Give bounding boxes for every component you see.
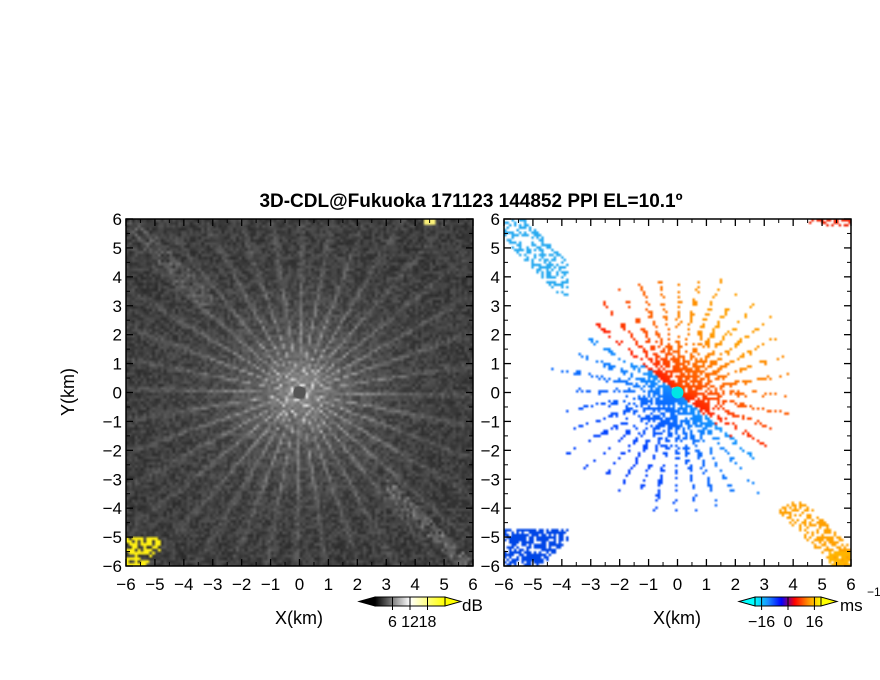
y-tick-label: 5 — [491, 239, 500, 258]
y-tick-label: 6 — [113, 210, 122, 229]
velocity-colorbar: −16 0 16 ms −1 — [737, 585, 880, 631]
y-tick-label: 0 — [113, 384, 122, 403]
x-tick-label: −4 — [174, 575, 193, 594]
reflectivity-x-axis-label: X(km) — [275, 608, 323, 628]
y-tick-label: 0 — [491, 384, 500, 403]
y-tick-label: −6 — [103, 557, 122, 576]
x-tick-label: 2 — [353, 575, 362, 594]
radar-center-marker — [671, 386, 684, 399]
colorbar-high-arrow — [444, 596, 463, 607]
x-tick-label: 4 — [410, 575, 419, 594]
x-tick-label: −4 — [552, 575, 571, 594]
x-tick-label: −5 — [145, 575, 164, 594]
x-tick-label: 0 — [295, 575, 304, 594]
x-tick-label: −5 — [523, 575, 542, 594]
colorbar-tick-label: −16 — [748, 614, 775, 631]
reflectivity-y-axis-label: Y(km) — [58, 368, 78, 416]
y-tick-label: 3 — [113, 297, 122, 316]
y-tick-label: −4 — [103, 499, 122, 518]
x-tick-label: 3 — [382, 575, 391, 594]
radar-center-marker — [293, 386, 306, 399]
y-tick-label: 1 — [491, 355, 500, 374]
x-tick-label: 0 — [673, 575, 682, 594]
colorbar-unit: dB — [462, 596, 483, 615]
y-tick-label: −2 — [481, 441, 500, 460]
x-tick-label: −6 — [116, 575, 135, 594]
x-tick-label: 6 — [846, 575, 855, 594]
y-tick-label: 6 — [491, 210, 500, 229]
colorbar-low-arrow — [357, 596, 376, 607]
y-tick-label: 4 — [113, 268, 122, 287]
velocity-x-axis-label: X(km) — [653, 608, 701, 628]
y-tick-label: −5 — [103, 528, 122, 547]
colorbar-unit: ms — [840, 596, 863, 615]
y-tick-label: −5 — [481, 528, 500, 547]
x-tick-label: −2 — [232, 575, 251, 594]
chart-title: 3D-CDL@Fukuoka 171123 144852 PPI EL=10.1… — [259, 191, 682, 212]
y-tick-label: −6 — [481, 557, 500, 576]
x-tick-label: −2 — [610, 575, 629, 594]
y-tick-label: 2 — [491, 326, 500, 345]
colorbar-low-arrow — [737, 596, 756, 607]
x-tick-label: 2 — [731, 575, 740, 594]
x-tick-label: 6 — [468, 575, 477, 594]
x-tick-label: −3 — [581, 575, 600, 594]
y-tick-label: 5 — [113, 239, 122, 258]
y-tick-label: 1 — [113, 355, 122, 374]
y-tick-label: 3 — [491, 297, 500, 316]
y-tick-label: 4 — [491, 268, 500, 287]
colorbar-tick-label: 16 — [806, 614, 824, 631]
reflectivity-colorbar: 6 12 18 dB — [357, 596, 483, 631]
x-tick-label: −3 — [203, 575, 222, 594]
y-tick-label: −3 — [481, 470, 500, 489]
y-tick-label: −2 — [103, 441, 122, 460]
colorbar-high-arrow — [820, 596, 839, 607]
reflectivity-field — [126, 219, 473, 566]
x-tick-label: 4 — [788, 575, 797, 594]
colorbar-tick-label: 12 — [401, 614, 419, 631]
colorbar-tick-label: 6 — [388, 614, 397, 631]
colorbar-tick-label: 18 — [419, 614, 437, 631]
y-tick-label: 2 — [113, 326, 122, 345]
velocity-field — [504, 219, 851, 566]
y-tick-label: −1 — [103, 412, 122, 431]
x-tick-label: −1 — [639, 575, 658, 594]
x-tick-label: 1 — [702, 575, 711, 594]
y-tick-label: −4 — [481, 499, 500, 518]
x-tick-label: −6 — [494, 575, 513, 594]
y-tick-label: −3 — [103, 470, 122, 489]
colorbar-tick-label: 0 — [784, 614, 793, 631]
colorbar-unit-exponent: −1 — [867, 585, 880, 599]
x-tick-label: 1 — [324, 575, 333, 594]
x-tick-label: 5 — [439, 575, 448, 594]
y-tick-label: −1 — [481, 412, 500, 431]
x-tick-label: −1 — [261, 575, 280, 594]
x-tick-label: 5 — [817, 575, 826, 594]
x-tick-label: 3 — [760, 575, 769, 594]
